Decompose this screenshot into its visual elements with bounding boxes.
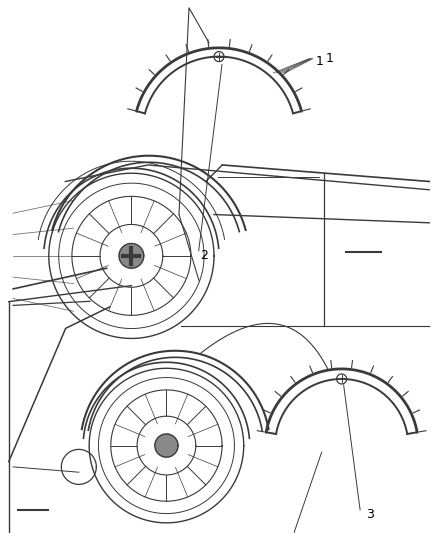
- Text: 1: 1: [326, 52, 334, 65]
- Text: 1: 1: [315, 55, 323, 68]
- Text: 4: 4: [0, 532, 1, 533]
- Polygon shape: [119, 244, 144, 268]
- Polygon shape: [155, 434, 178, 457]
- Text: 3: 3: [366, 508, 374, 521]
- Text: 2: 2: [200, 249, 208, 262]
